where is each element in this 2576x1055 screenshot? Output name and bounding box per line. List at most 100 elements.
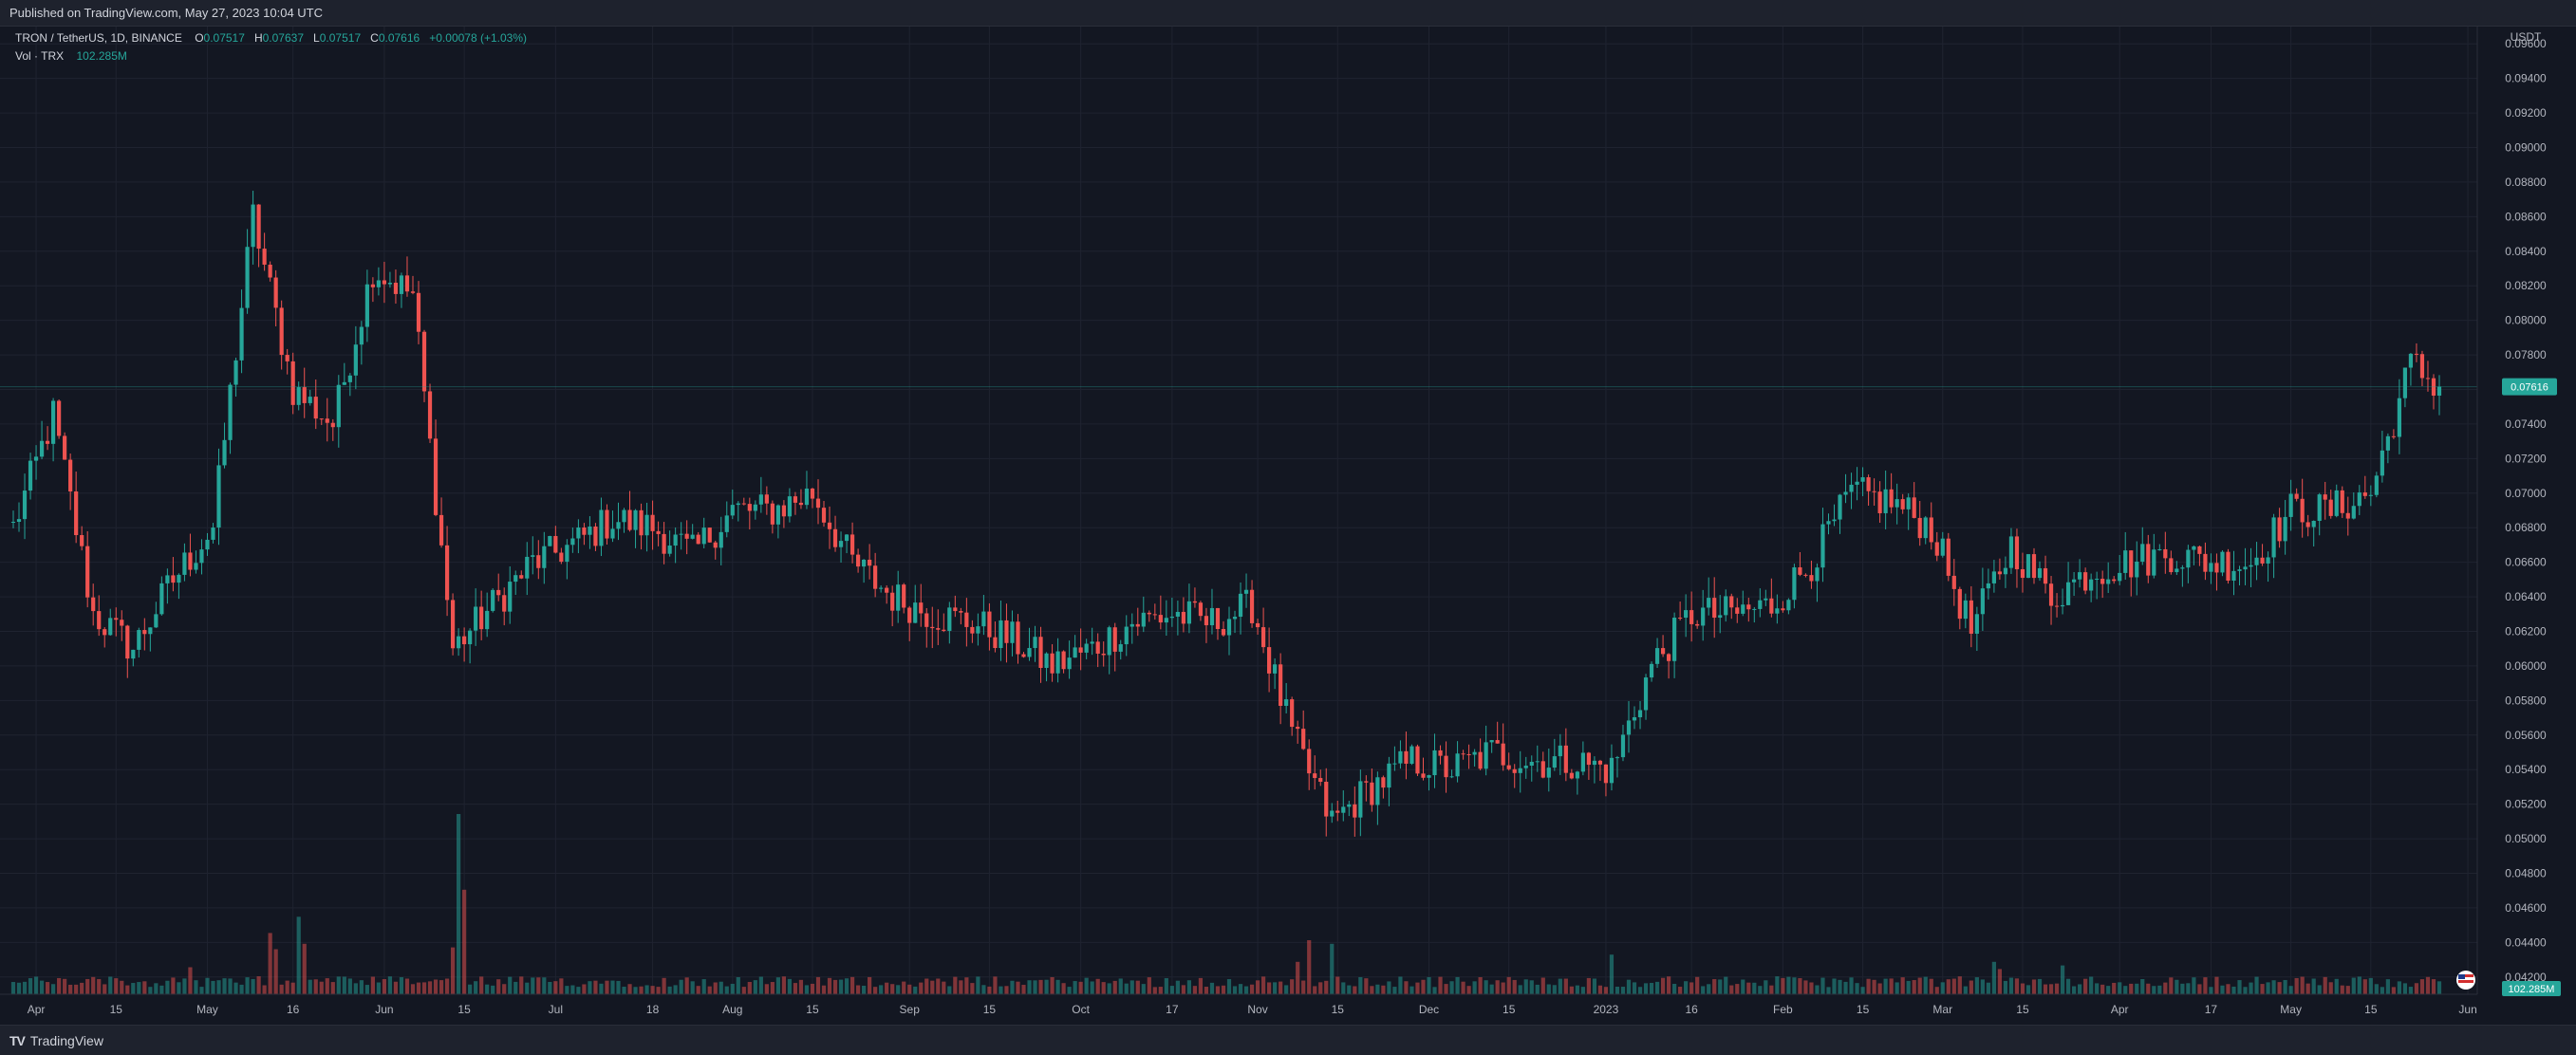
high-value: 0.07637 [262, 31, 305, 45]
candle-body [1415, 746, 1420, 774]
volume-bar [1906, 980, 1911, 994]
candle-body [2300, 498, 2305, 523]
volume-bar [410, 984, 416, 994]
candle-body [142, 630, 147, 635]
candle-body [536, 555, 541, 568]
candle-body [868, 559, 872, 566]
volume-bar [981, 985, 986, 994]
volume-bar [2031, 979, 2037, 994]
candle-body [798, 502, 804, 506]
candle-body [1712, 598, 1717, 619]
volume-bar [205, 977, 210, 994]
time-tick-label: 16 [287, 1003, 300, 1016]
candle-body [2374, 475, 2379, 495]
tradingview-logo[interactable]: TV TradingView [9, 1033, 103, 1048]
candle-body [2340, 490, 2344, 513]
volume-bar [1626, 979, 1632, 994]
volume-bar [148, 987, 153, 994]
time-axis[interactable]: Apr 15 May 16 Jun 15 Jul 18 Aug 15 Sep 15 Oct 17 Nov 15… [28, 1003, 2477, 1016]
volume-bar [1781, 977, 1785, 994]
candle-body [1923, 517, 1928, 539]
price-tick-label: 0.04600 [2505, 901, 2547, 915]
price-tick-label: 0.07000 [2505, 487, 2547, 500]
volume-bar [2431, 979, 2436, 994]
candle-body [553, 535, 558, 553]
volume-bar [2254, 976, 2259, 994]
volume-bar [2220, 985, 2225, 994]
volume-bar [582, 984, 587, 994]
last-volume-label: 102.285M [2509, 984, 2555, 995]
volume-bar [1951, 978, 1956, 994]
volume-bar [753, 980, 757, 994]
candle-body [2328, 499, 2333, 516]
volume-bar [1238, 984, 1243, 994]
volume-bar [336, 976, 341, 994]
volume-bar [1021, 985, 1026, 994]
candle-body [74, 490, 79, 536]
volume-bar [2175, 979, 2179, 994]
candle-body [1506, 765, 1511, 769]
volume-bar [273, 949, 278, 994]
volume-bar [2277, 982, 2282, 994]
volume-bar [2071, 986, 2077, 994]
volume-bar [1038, 979, 1043, 994]
candle-body [2305, 522, 2310, 528]
volume-bar [970, 983, 975, 994]
volume-bar [2311, 978, 2316, 994]
candle-body [1546, 768, 1551, 778]
volume-bar [137, 982, 141, 994]
chart-area[interactable]: 0.09600 0.09400 0.09200 0.09000 0.08800 0.086… [0, 27, 2576, 1025]
candle-body [1701, 607, 1706, 626]
candle-body [325, 418, 329, 423]
symbol-name[interactable]: TRON / TetherUS, 1D, BINANCE [15, 31, 182, 45]
candle-body [2003, 567, 2008, 575]
candle-body [1729, 596, 1734, 608]
volume-bar [1135, 980, 1140, 994]
candle-body [1404, 750, 1409, 764]
volume-bar [2260, 984, 2265, 994]
volume-bar [1124, 983, 1129, 994]
candle-body [1518, 768, 1522, 773]
candle-body [764, 494, 769, 504]
candle-body [296, 387, 301, 405]
volume-bar [1415, 982, 1420, 994]
volume-bar [1929, 978, 1933, 994]
volume-bar [542, 977, 547, 994]
candle-body [194, 563, 198, 570]
candle-body [2123, 550, 2128, 573]
volume-bars [10, 814, 2442, 994]
candle-body [1746, 604, 1751, 610]
time-tick-label: Dec [1419, 1003, 1439, 1016]
candle-body [1461, 753, 1465, 755]
candle-body [1129, 623, 1134, 627]
volume-bar [1313, 986, 1317, 994]
volume-bar [868, 976, 872, 994]
price-chart[interactable]: 0.09600 0.09400 0.09200 0.09000 0.08800 0.086… [0, 27, 2576, 1025]
volume-bar [251, 978, 255, 994]
candle-body [33, 456, 39, 461]
volume-bar [1044, 979, 1049, 994]
flag-icon[interactable] [2456, 971, 2475, 990]
volume-bar [1375, 984, 1380, 994]
price-axis[interactable]: 0.09600 0.09400 0.09200 0.09000 0.08800 0.086… [2505, 37, 2547, 984]
volume-bar [1016, 981, 1020, 994]
candle-body [684, 533, 689, 539]
volume-bar [1672, 984, 1677, 994]
candle-body [1050, 653, 1055, 674]
candle-body [1421, 773, 1426, 778]
candle-body [199, 549, 204, 564]
volume-bar [536, 977, 541, 994]
volume-bar [1353, 986, 1357, 994]
volume-bar [421, 982, 427, 994]
volume-bar [2186, 983, 2191, 994]
candle-body [1284, 699, 1289, 706]
candle-body [1529, 761, 1534, 767]
volume-bar [1438, 976, 1443, 994]
volume-bar [468, 984, 473, 994]
candle-body [736, 503, 740, 506]
volume-bar [108, 976, 113, 994]
volume-label[interactable]: Vol · TRX [15, 49, 65, 63]
volume-bar [565, 986, 569, 994]
volume-bar [120, 980, 124, 994]
volume-bar [559, 978, 564, 994]
